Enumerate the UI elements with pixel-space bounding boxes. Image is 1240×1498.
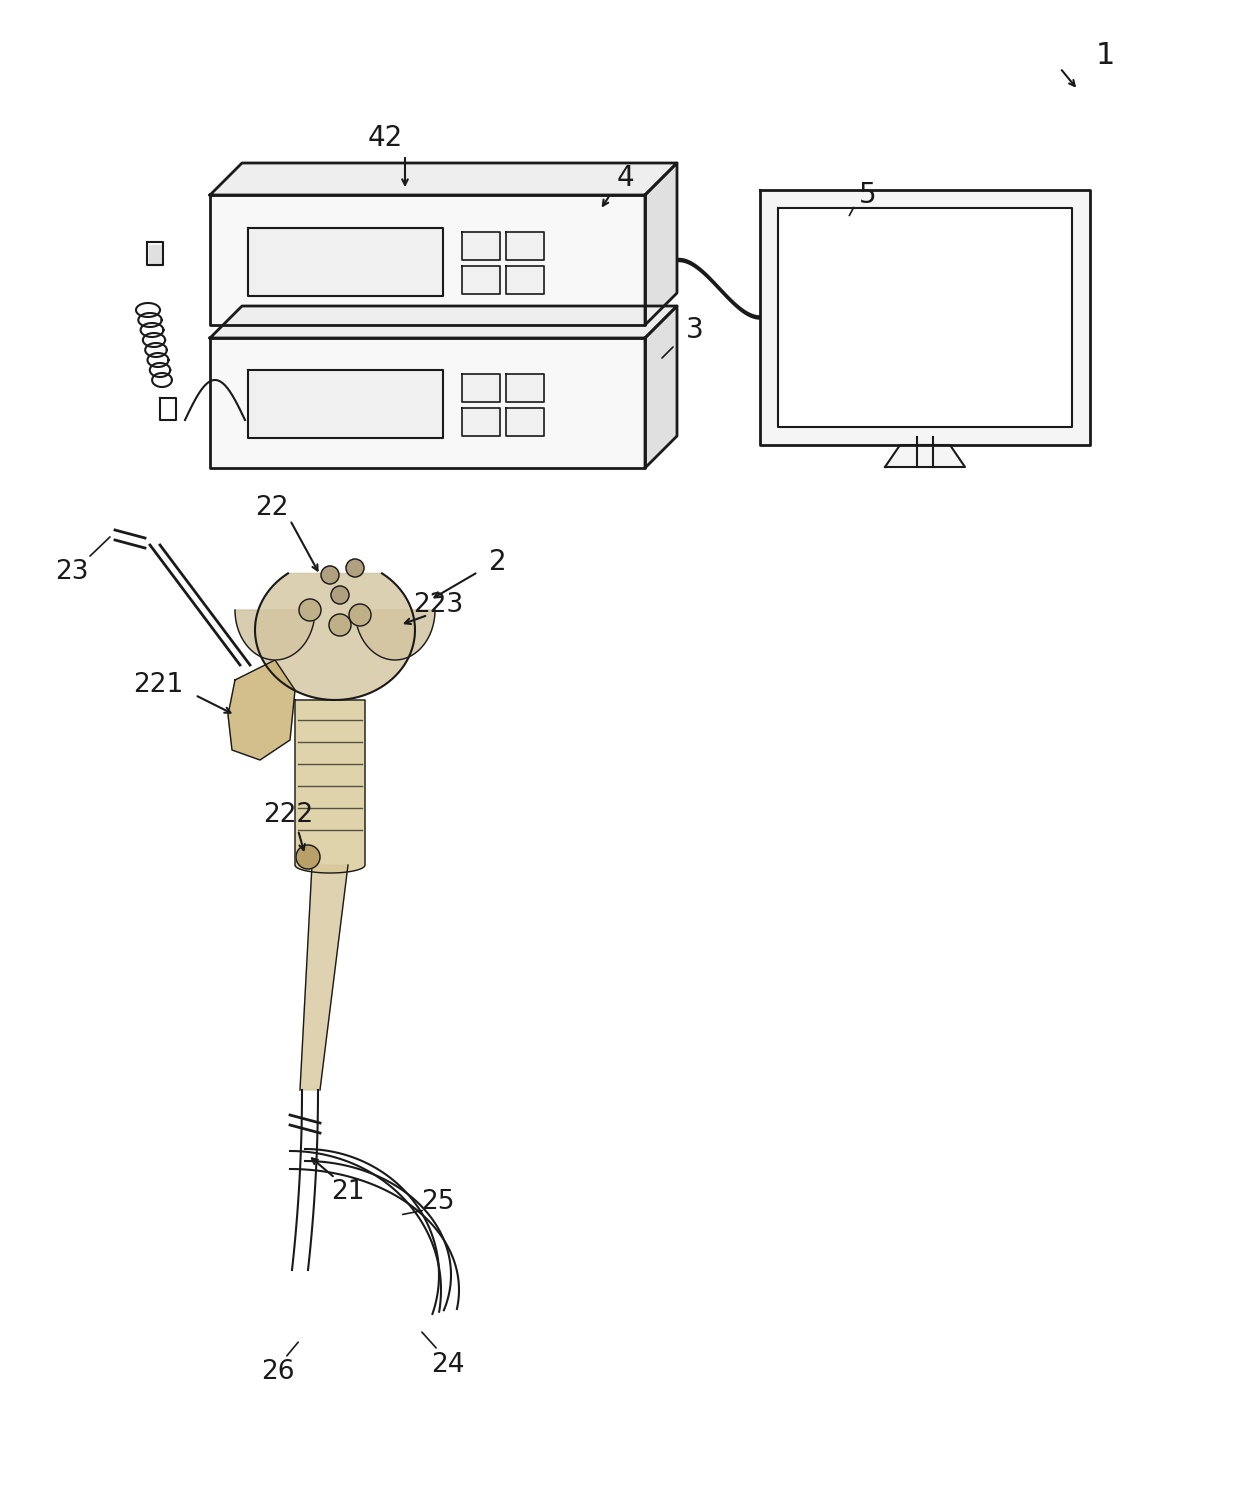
Polygon shape [463,267,500,294]
Polygon shape [210,306,677,339]
Circle shape [331,586,348,604]
Polygon shape [210,163,677,195]
Polygon shape [760,190,1090,445]
Polygon shape [255,574,415,700]
Polygon shape [248,370,443,437]
Text: 23: 23 [56,559,89,586]
Polygon shape [645,306,677,467]
Polygon shape [248,228,443,297]
Polygon shape [463,232,500,261]
Text: 1: 1 [1095,40,1115,69]
Circle shape [346,559,365,577]
Text: 42: 42 [367,124,403,151]
Polygon shape [228,661,295,759]
Text: 21: 21 [331,1179,365,1204]
Text: 22: 22 [255,494,289,521]
Text: 5: 5 [859,181,877,210]
Text: 222: 222 [263,801,314,828]
Polygon shape [463,374,500,401]
Polygon shape [506,374,544,401]
Polygon shape [506,407,544,436]
Circle shape [329,614,351,637]
Polygon shape [236,610,315,661]
Polygon shape [210,339,645,467]
Polygon shape [355,610,435,661]
Circle shape [321,566,339,584]
Circle shape [348,604,371,626]
Circle shape [299,599,321,622]
Polygon shape [885,445,965,467]
Text: 26: 26 [262,1359,295,1386]
Polygon shape [777,208,1073,427]
Polygon shape [300,864,348,1091]
Polygon shape [210,195,645,325]
Polygon shape [506,267,544,294]
Text: 24: 24 [432,1353,465,1378]
Polygon shape [295,700,365,873]
Text: 4: 4 [616,163,634,192]
Text: 25: 25 [422,1189,455,1215]
Polygon shape [506,232,544,261]
Text: 223: 223 [413,592,463,619]
Polygon shape [645,163,677,325]
Circle shape [296,845,320,869]
Text: 221: 221 [133,673,184,698]
Text: 3: 3 [686,316,704,345]
Polygon shape [463,407,500,436]
Text: 2: 2 [490,548,507,577]
